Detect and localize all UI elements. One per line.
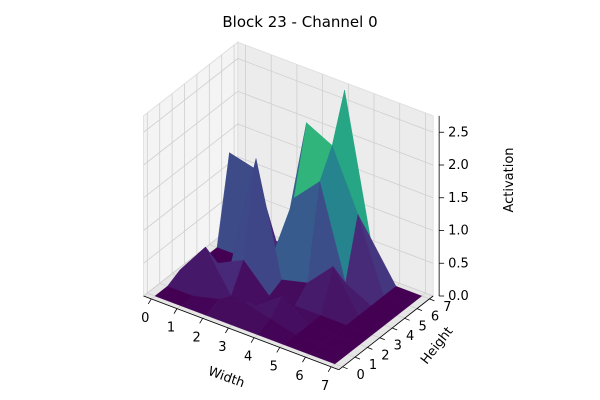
y-tick-mark bbox=[342, 366, 348, 370]
chart-title: Block 23 - Channel 0 bbox=[222, 13, 377, 31]
x-tick-label: 2 bbox=[193, 330, 201, 345]
grid-line-z bbox=[143, 90, 434, 166]
y-tick-label: 4 bbox=[406, 329, 414, 344]
z-tick-label: 1.5 bbox=[448, 191, 469, 206]
x-tick-mark bbox=[147, 298, 152, 305]
x-tick-mark bbox=[173, 308, 178, 314]
y-tick-label: 2 bbox=[381, 348, 389, 363]
y-tick-mark bbox=[429, 298, 435, 302]
y-tick-label: 7 bbox=[443, 300, 451, 315]
y-tick-mark bbox=[392, 327, 398, 331]
x-tick-mark bbox=[250, 337, 255, 343]
y-tick-label: 3 bbox=[394, 339, 402, 354]
y-tick-label: 0 bbox=[356, 368, 364, 383]
surface-quad bbox=[308, 344, 348, 365]
y-tick-mark bbox=[379, 337, 385, 341]
y-tick-label: 5 bbox=[418, 319, 426, 334]
z-tick-label: 0.5 bbox=[448, 256, 469, 271]
x-tick-label: 7 bbox=[321, 379, 329, 394]
x-tick-label: 5 bbox=[270, 359, 278, 374]
y-axis-line bbox=[338, 295, 434, 371]
z-tick-label: 0.0 bbox=[448, 289, 469, 304]
z-tick-label: 1.0 bbox=[448, 224, 469, 239]
z-axis-label: Activation bbox=[502, 147, 517, 212]
x-axis-label: Width bbox=[206, 364, 247, 391]
x-tick-mark bbox=[276, 347, 281, 353]
surface-mesh bbox=[154, 90, 423, 365]
x-axis-line bbox=[143, 295, 340, 371]
grid-line-z bbox=[143, 156, 434, 231]
y-tick-mark bbox=[367, 347, 373, 350]
x-tick-label: 6 bbox=[295, 369, 303, 384]
y-tick-label: 1 bbox=[369, 358, 377, 373]
x-tick-mark bbox=[199, 318, 204, 324]
x-tick-label: 4 bbox=[244, 350, 252, 365]
x-tick-label: 1 bbox=[167, 321, 175, 336]
x-tick-mark bbox=[302, 356, 306, 363]
x-tick-label: 0 bbox=[141, 311, 149, 326]
y-tick-mark bbox=[404, 317, 410, 321]
y-tick-mark bbox=[354, 356, 361, 360]
grid-line-z bbox=[143, 58, 434, 133]
x-tick-mark bbox=[225, 327, 229, 334]
x-tick-label: 3 bbox=[218, 340, 226, 355]
y-tick-label: 6 bbox=[431, 310, 439, 325]
grid-line-z bbox=[143, 123, 434, 199]
y-tick-mark bbox=[416, 308, 423, 311]
x-tick-mark bbox=[327, 366, 332, 373]
z-tick-label: 2.5 bbox=[448, 125, 469, 140]
z-tick-label: 2.0 bbox=[448, 158, 469, 173]
